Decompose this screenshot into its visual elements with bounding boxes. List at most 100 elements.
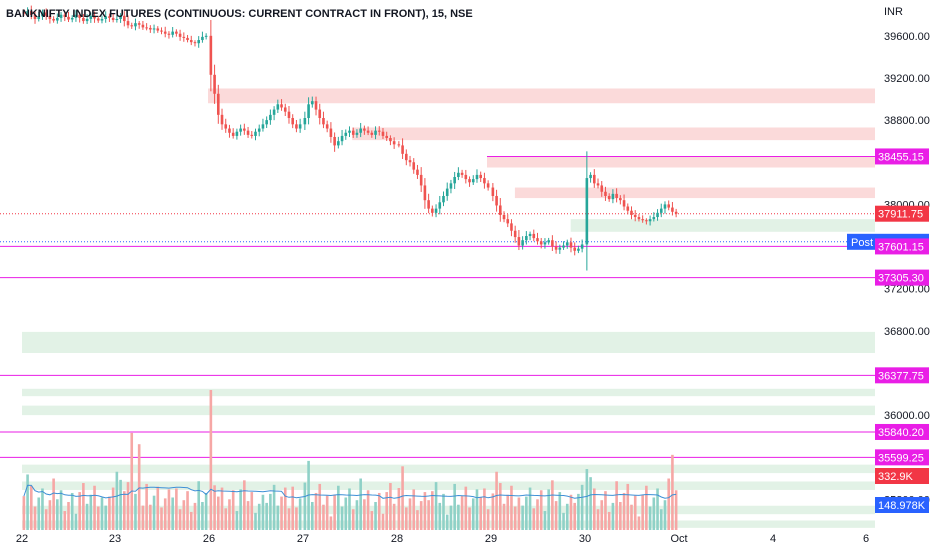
volume-bar <box>351 509 355 530</box>
candle-body <box>525 236 528 241</box>
volume-bar <box>63 511 67 530</box>
candle-body <box>619 198 622 201</box>
level-price-label: 35599.25 <box>878 452 924 464</box>
candle-body <box>554 246 558 250</box>
candle-body <box>130 25 134 27</box>
volume-bar <box>93 485 96 530</box>
candle-body <box>607 195 611 200</box>
volume-layer <box>22 390 678 530</box>
candle-body <box>363 128 366 131</box>
volume-bar <box>201 502 204 530</box>
volume-bar <box>397 488 401 530</box>
candle-body <box>434 208 438 213</box>
candle-body <box>370 132 374 135</box>
y-tick-label: 36800.00 <box>884 326 930 338</box>
candle-body <box>510 223 513 231</box>
volume-bar <box>381 513 385 530</box>
volume-bar <box>78 492 81 530</box>
candle-body <box>419 174 423 186</box>
candle-body <box>149 27 152 30</box>
level-price-label: 36377.75 <box>878 370 924 382</box>
volume-bar <box>585 469 589 530</box>
candle-body <box>235 131 239 136</box>
candle-body <box>355 132 359 135</box>
candle-body <box>502 214 506 220</box>
volume-bar <box>517 497 521 530</box>
volume-bar <box>419 501 423 530</box>
currency-label: INR <box>884 6 903 18</box>
candle-body <box>44 12 48 16</box>
candle-body <box>637 217 641 220</box>
candle-body <box>392 141 396 145</box>
volume-bar <box>648 506 652 530</box>
volume-bar <box>619 502 622 530</box>
volume-bar <box>630 504 633 530</box>
candle-body <box>82 17 85 22</box>
candle-body <box>280 104 283 108</box>
candle-body <box>536 238 539 242</box>
volume-bar <box>536 499 539 530</box>
candle-body <box>314 101 318 110</box>
level-price-label: 38455.15 <box>878 151 924 163</box>
candle-body <box>483 178 486 184</box>
candle-body <box>216 93 220 115</box>
candles-layer <box>22 5 678 271</box>
candle-body <box>41 12 44 17</box>
green-zone <box>22 331 875 353</box>
volume-bar <box>52 478 55 530</box>
candle-body <box>389 138 392 142</box>
post-tag-bg <box>847 233 875 250</box>
candle-body <box>626 206 630 211</box>
candle-body <box>48 15 52 19</box>
candle-body <box>423 185 427 201</box>
candle-body <box>348 130 351 133</box>
volume-bar <box>156 486 160 530</box>
candle-body <box>213 74 216 94</box>
candle-body <box>93 15 96 19</box>
candle-body <box>577 248 580 251</box>
candle-body <box>78 14 81 18</box>
x-tick-label: 27 <box>297 533 309 545</box>
volume-bar <box>438 502 442 530</box>
candle-body <box>569 242 573 248</box>
candle-body <box>243 128 246 131</box>
candle-body <box>528 233 532 237</box>
candle-body <box>471 179 475 183</box>
volume-bar <box>37 497 41 530</box>
volume-bar <box>626 483 630 530</box>
volume-bar <box>475 489 479 530</box>
volume-bar <box>329 516 333 530</box>
volume-bar <box>498 483 502 530</box>
candle-body <box>141 24 145 28</box>
candle-body <box>22 11 26 14</box>
volume-bar <box>656 488 659 530</box>
volume-bar <box>464 486 468 530</box>
candle-body <box>558 247 562 250</box>
candle-body <box>333 136 336 146</box>
volume-bar <box>291 486 295 530</box>
volume-bar <box>457 504 460 530</box>
level-price-label: 35840.20 <box>878 427 924 439</box>
level-price-label-bg <box>875 238 929 255</box>
candle-body <box>604 191 607 196</box>
volume-bar <box>479 497 483 530</box>
candle-body <box>412 162 416 170</box>
candle-body <box>431 208 434 213</box>
candle-body <box>201 36 204 41</box>
price-levels-layer <box>0 155 875 458</box>
candle-body <box>269 114 272 121</box>
volume-bar <box>423 492 427 530</box>
candle-body <box>532 233 536 239</box>
volume-bar <box>445 514 449 530</box>
volume-ma-line <box>23 484 677 499</box>
red-zone <box>208 88 875 104</box>
volume-bar <box>254 512 257 530</box>
candle-body <box>366 130 370 133</box>
volume-bar <box>667 478 671 530</box>
candle-body <box>307 104 310 119</box>
candle-body <box>126 21 130 26</box>
volume-bar <box>359 478 362 530</box>
candle-body <box>596 183 600 186</box>
volume-bar <box>532 508 536 530</box>
